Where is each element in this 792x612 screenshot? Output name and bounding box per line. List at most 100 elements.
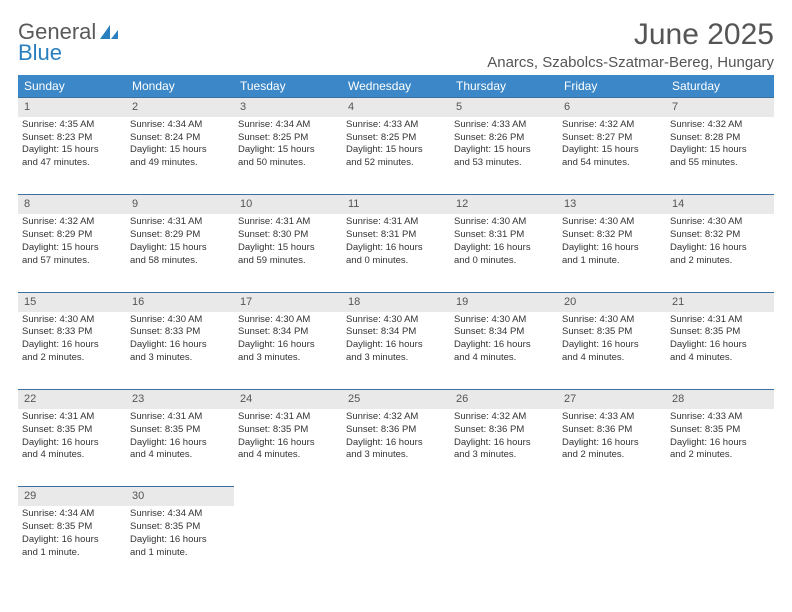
day-detail-row: Sunrise: 4:32 AMSunset: 8:29 PMDaylight:… (18, 214, 774, 292)
weekday-header: Tuesday (234, 75, 342, 98)
cell-sunrise: Sunrise: 4:32 AM (454, 411, 554, 424)
day-number-row: 891011121314 (18, 195, 774, 214)
cell-sunrise: Sunrise: 4:34 AM (130, 119, 230, 132)
day-number: 3 (234, 98, 342, 117)
day-cell: Sunrise: 4:32 AMSunset: 8:29 PMDaylight:… (18, 214, 126, 292)
cell-sunrise: Sunrise: 4:33 AM (670, 411, 770, 424)
cell-daylight2: and 0 minutes. (346, 255, 446, 268)
day-detail-row: Sunrise: 4:31 AMSunset: 8:35 PMDaylight:… (18, 409, 774, 487)
day-number (342, 487, 450, 506)
cell-daylight2: and 59 minutes. (238, 255, 338, 268)
day-cell: Sunrise: 4:34 AMSunset: 8:24 PMDaylight:… (126, 117, 234, 195)
day-number: 13 (558, 195, 666, 214)
day-number: 29 (18, 487, 126, 506)
cell-daylight1: Daylight: 16 hours (238, 339, 338, 352)
day-cell: Sunrise: 4:31 AMSunset: 8:35 PMDaylight:… (18, 409, 126, 487)
cell-sunrise: Sunrise: 4:31 AM (238, 216, 338, 229)
weekday-header: Wednesday (342, 75, 450, 98)
day-cell: Sunrise: 4:35 AMSunset: 8:23 PMDaylight:… (18, 117, 126, 195)
day-number: 4 (342, 98, 450, 117)
cell-daylight2: and 1 minute. (22, 547, 122, 560)
cell-daylight2: and 1 minute. (562, 255, 662, 268)
cell-daylight2: and 50 minutes. (238, 157, 338, 170)
day-number (666, 487, 774, 506)
cell-daylight2: and 53 minutes. (454, 157, 554, 170)
day-number: 9 (126, 195, 234, 214)
day-number: 24 (234, 390, 342, 409)
day-cell: Sunrise: 4:31 AMSunset: 8:29 PMDaylight:… (126, 214, 234, 292)
day-detail-row: Sunrise: 4:30 AMSunset: 8:33 PMDaylight:… (18, 312, 774, 390)
day-cell: Sunrise: 4:30 AMSunset: 8:33 PMDaylight:… (126, 312, 234, 390)
day-number: 20 (558, 292, 666, 311)
cell-sunset: Sunset: 8:33 PM (130, 326, 230, 339)
cell-sunrise: Sunrise: 4:35 AM (22, 119, 122, 132)
cell-sunset: Sunset: 8:35 PM (22, 424, 122, 437)
day-cell: Sunrise: 4:33 AMSunset: 8:36 PMDaylight:… (558, 409, 666, 487)
day-number: 6 (558, 98, 666, 117)
cell-daylight2: and 4 minutes. (670, 352, 770, 365)
day-cell: Sunrise: 4:30 AMSunset: 8:31 PMDaylight:… (450, 214, 558, 292)
cell-daylight1: Daylight: 15 hours (22, 144, 122, 157)
weekday-header: Friday (558, 75, 666, 98)
cell-daylight1: Daylight: 16 hours (346, 437, 446, 450)
day-number: 16 (126, 292, 234, 311)
weekday-header: Saturday (666, 75, 774, 98)
day-number (450, 487, 558, 506)
cell-sunset: Sunset: 8:35 PM (130, 521, 230, 534)
cell-sunset: Sunset: 8:26 PM (454, 132, 554, 145)
calendar-body: 1234567Sunrise: 4:35 AMSunset: 8:23 PMDa… (18, 98, 774, 585)
logo-text-blue: Blue (18, 43, 120, 64)
day-number: 23 (126, 390, 234, 409)
cell-sunset: Sunset: 8:35 PM (130, 424, 230, 437)
day-cell: Sunrise: 4:32 AMSunset: 8:28 PMDaylight:… (666, 117, 774, 195)
cell-daylight1: Daylight: 15 hours (454, 144, 554, 157)
cell-sunset: Sunset: 8:27 PM (562, 132, 662, 145)
cell-daylight1: Daylight: 16 hours (670, 242, 770, 255)
day-number: 27 (558, 390, 666, 409)
day-cell (450, 506, 558, 584)
cell-sunset: Sunset: 8:36 PM (346, 424, 446, 437)
cell-sunset: Sunset: 8:25 PM (238, 132, 338, 145)
cell-sunrise: Sunrise: 4:30 AM (238, 314, 338, 327)
cell-sunset: Sunset: 8:30 PM (238, 229, 338, 242)
cell-sunrise: Sunrise: 4:30 AM (562, 314, 662, 327)
header: General Blue June 2025 Anarcs, Szabolcs-… (18, 18, 774, 71)
day-detail-row: Sunrise: 4:34 AMSunset: 8:35 PMDaylight:… (18, 506, 774, 584)
cell-daylight2: and 4 minutes. (130, 449, 230, 462)
cell-sunset: Sunset: 8:32 PM (562, 229, 662, 242)
cell-sunset: Sunset: 8:35 PM (238, 424, 338, 437)
cell-daylight2: and 3 minutes. (346, 449, 446, 462)
month-title: June 2025 (487, 18, 774, 52)
weekday-header: Thursday (450, 75, 558, 98)
cell-daylight2: and 54 minutes. (562, 157, 662, 170)
day-cell (666, 506, 774, 584)
day-cell: Sunrise: 4:31 AMSunset: 8:31 PMDaylight:… (342, 214, 450, 292)
logo-sail-icon (98, 23, 120, 41)
cell-sunset: Sunset: 8:31 PM (454, 229, 554, 242)
cell-daylight1: Daylight: 16 hours (670, 339, 770, 352)
cell-sunrise: Sunrise: 4:30 AM (22, 314, 122, 327)
day-number: 8 (18, 195, 126, 214)
day-cell (342, 506, 450, 584)
day-number: 19 (450, 292, 558, 311)
cell-daylight2: and 4 minutes. (22, 449, 122, 462)
cell-sunrise: Sunrise: 4:31 AM (670, 314, 770, 327)
cell-sunrise: Sunrise: 4:30 AM (454, 216, 554, 229)
day-number: 11 (342, 195, 450, 214)
cell-daylight2: and 57 minutes. (22, 255, 122, 268)
cell-daylight2: and 3 minutes. (130, 352, 230, 365)
day-number: 7 (666, 98, 774, 117)
day-number-row: 15161718192021 (18, 292, 774, 311)
day-cell: Sunrise: 4:30 AMSunset: 8:33 PMDaylight:… (18, 312, 126, 390)
cell-daylight1: Daylight: 16 hours (130, 437, 230, 450)
day-cell (234, 506, 342, 584)
cell-daylight1: Daylight: 16 hours (130, 339, 230, 352)
cell-daylight2: and 49 minutes. (130, 157, 230, 170)
day-cell: Sunrise: 4:30 AMSunset: 8:34 PMDaylight:… (342, 312, 450, 390)
day-cell: Sunrise: 4:33 AMSunset: 8:35 PMDaylight:… (666, 409, 774, 487)
day-number (558, 487, 666, 506)
cell-sunset: Sunset: 8:29 PM (22, 229, 122, 242)
cell-daylight1: Daylight: 16 hours (346, 339, 446, 352)
cell-daylight1: Daylight: 15 hours (22, 242, 122, 255)
cell-daylight1: Daylight: 15 hours (346, 144, 446, 157)
